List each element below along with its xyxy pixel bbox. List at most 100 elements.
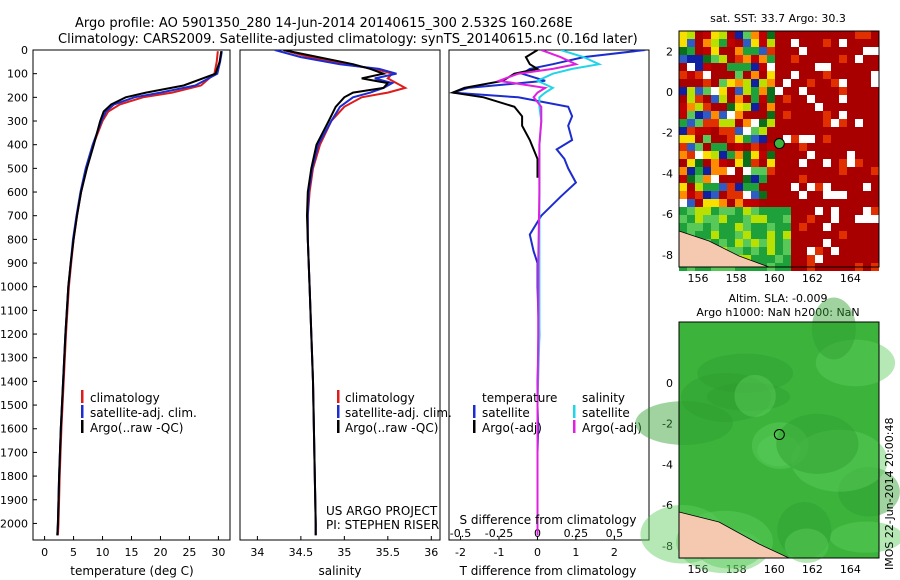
sst-cell bbox=[711, 47, 719, 55]
sst-cell bbox=[775, 127, 783, 135]
map-y-tick-label: -4 bbox=[662, 167, 673, 180]
sst-cell bbox=[855, 159, 863, 167]
legend-swatch-climatology bbox=[337, 390, 340, 403]
temperature-legend: climatology satellite-adj. clim. Argo(..… bbox=[81, 390, 197, 435]
sst-cell bbox=[735, 159, 743, 167]
sst-cell bbox=[863, 183, 871, 191]
sst-cell bbox=[783, 79, 791, 87]
sst-cell bbox=[831, 247, 839, 255]
sst-cell bbox=[711, 87, 719, 95]
sst-cell bbox=[863, 191, 871, 199]
sst-cell bbox=[767, 95, 775, 103]
sst-cell bbox=[831, 127, 839, 135]
sst-cell bbox=[847, 159, 855, 167]
sst-cell bbox=[847, 223, 855, 231]
sst-cell bbox=[839, 103, 847, 111]
sst-cell bbox=[807, 175, 815, 183]
sst-cell bbox=[839, 87, 847, 95]
sst-cell bbox=[775, 47, 783, 55]
sst-map: 156 158 160 162 164 2 0 -2 -4 -6 -8 bbox=[662, 31, 879, 285]
sst-cell bbox=[743, 239, 751, 247]
sst-cell bbox=[703, 79, 711, 87]
sst-cell bbox=[703, 71, 711, 79]
sst-cell bbox=[871, 135, 879, 143]
legend-label: Argo(..raw -QC) bbox=[90, 421, 183, 435]
sst-cell bbox=[823, 119, 831, 127]
sst-cell bbox=[783, 87, 791, 95]
sst-cell bbox=[767, 143, 775, 151]
series-line bbox=[56, 51, 223, 536]
sst-cell bbox=[735, 239, 743, 247]
sst-cell bbox=[703, 87, 711, 95]
sst-cell bbox=[815, 191, 823, 199]
sst-cell bbox=[751, 223, 759, 231]
sst-cell bbox=[687, 127, 695, 135]
sst-cell bbox=[719, 47, 727, 55]
sst-cell bbox=[719, 199, 727, 207]
sst-cell bbox=[751, 159, 759, 167]
sst-cell bbox=[783, 135, 791, 143]
sst-cell bbox=[823, 143, 831, 151]
sst-cell bbox=[743, 207, 751, 215]
sst-cell bbox=[815, 231, 823, 239]
sst-cell bbox=[791, 63, 799, 71]
sst-cell bbox=[775, 207, 783, 215]
sst-cell bbox=[727, 47, 735, 55]
sst-cell bbox=[807, 239, 815, 247]
sst-cell bbox=[815, 175, 823, 183]
sst-cell bbox=[759, 159, 767, 167]
y-tick-label: 1700 bbox=[0, 446, 28, 459]
sst-cell bbox=[855, 103, 863, 111]
sst-cell bbox=[871, 231, 879, 239]
sst-cell bbox=[759, 111, 767, 119]
sst-cell bbox=[735, 47, 743, 55]
sst-cell bbox=[855, 223, 863, 231]
sst-cell bbox=[839, 79, 847, 87]
sla-map-title: Altim. SLA: -0.009 bbox=[728, 292, 827, 305]
sst-cell bbox=[767, 247, 775, 255]
sst-cell bbox=[815, 159, 823, 167]
legend-label: Argo(-adj) bbox=[582, 421, 642, 435]
sst-cell bbox=[775, 223, 783, 231]
sst-cell bbox=[727, 119, 735, 127]
sst-cell bbox=[767, 71, 775, 79]
sst-cell bbox=[687, 95, 695, 103]
sst-cell bbox=[871, 191, 879, 199]
sst-cell bbox=[783, 183, 791, 191]
sst-cell bbox=[743, 111, 751, 119]
sst-cell bbox=[783, 231, 791, 239]
sst-cell bbox=[847, 47, 855, 55]
sst-cell bbox=[695, 71, 703, 79]
sst-cell bbox=[751, 79, 759, 87]
sst-cell bbox=[727, 175, 735, 183]
sst-cell bbox=[695, 167, 703, 175]
map-x-tick-label: 158 bbox=[726, 563, 747, 576]
map-x-tick-label: 160 bbox=[764, 563, 785, 576]
sst-cell bbox=[735, 95, 743, 103]
sst-cell bbox=[679, 47, 687, 55]
map-x-tick-label: 164 bbox=[840, 563, 861, 576]
sst-cell bbox=[815, 167, 823, 175]
sst-cell bbox=[863, 71, 871, 79]
sst-cell bbox=[871, 207, 879, 215]
sst-cell bbox=[791, 159, 799, 167]
sst-cell bbox=[863, 47, 871, 55]
sst-cell bbox=[863, 223, 871, 231]
sst-cell bbox=[767, 119, 775, 127]
map-x-tick-label: 162 bbox=[802, 563, 823, 576]
sst-cell bbox=[751, 167, 759, 175]
sst-cell bbox=[799, 143, 807, 151]
sst-cell bbox=[735, 207, 743, 215]
sla-blob bbox=[697, 353, 794, 393]
sst-cell bbox=[759, 87, 767, 95]
sst-cell bbox=[783, 239, 791, 247]
series-group bbox=[56, 51, 223, 536]
sst-cell bbox=[799, 159, 807, 167]
sst-cell bbox=[775, 79, 783, 87]
sst-cell bbox=[831, 175, 839, 183]
sst-cell bbox=[743, 31, 751, 39]
sst-cell bbox=[695, 39, 703, 47]
sst-cell bbox=[735, 167, 743, 175]
sst-cell bbox=[727, 79, 735, 87]
sst-cell bbox=[703, 143, 711, 151]
